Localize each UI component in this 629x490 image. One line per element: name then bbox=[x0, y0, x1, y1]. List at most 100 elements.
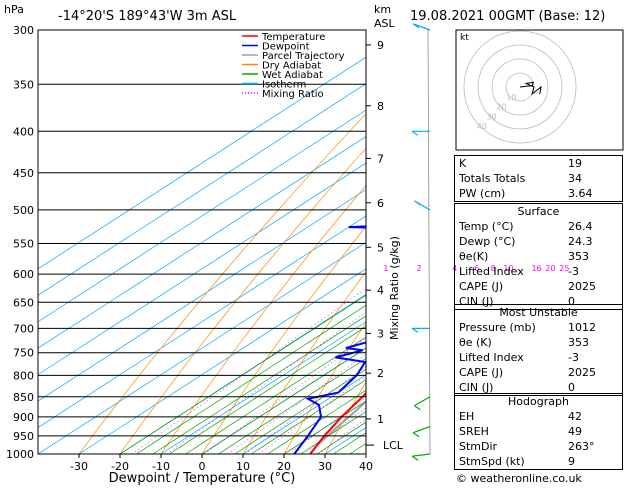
hodograph-stat-label: SREH bbox=[459, 425, 489, 438]
surface-label: Temp (°C) bbox=[459, 220, 514, 233]
index-row: Totals Totals 34 bbox=[455, 171, 622, 186]
surface-value: 24.3 bbox=[568, 235, 593, 248]
most-unstable-box: Most Unstable Pressure (mb) 1012 θe (K) 353… bbox=[454, 304, 623, 396]
legend-entry: Mixing Ratio bbox=[262, 89, 324, 100]
copyright-footer: © weatheronline.co.uk bbox=[456, 472, 582, 485]
wind-barb-flag bbox=[411, 455, 419, 461]
isotherm-line bbox=[38, 136, 366, 349]
legend-entry: Wet Adiabat bbox=[262, 70, 323, 81]
pressure-tick-label: 1000 bbox=[6, 448, 34, 461]
wind-barb-flag bbox=[411, 327, 419, 333]
isotherm-line bbox=[38, 109, 366, 323]
surface-label: Dewp (°C) bbox=[459, 235, 516, 248]
isotherm-line bbox=[38, 56, 366, 270]
x-tick-label: -30 bbox=[70, 460, 88, 473]
unstable-label: θe (K) bbox=[459, 336, 492, 349]
wind-barb-flag bbox=[411, 130, 419, 136]
surface-label: Lifted Index bbox=[459, 265, 524, 278]
x-tick-label: 40 bbox=[359, 460, 373, 473]
isotherm-line bbox=[242, 374, 366, 454]
index-label: K bbox=[459, 157, 467, 170]
surface-row: θe(K) 353 bbox=[455, 249, 622, 264]
surface-value: 0 bbox=[568, 295, 575, 308]
pressure-tick-label: 800 bbox=[13, 369, 34, 382]
wind-barb bbox=[412, 425, 431, 434]
hodograph-stat-value: 9 bbox=[568, 455, 575, 468]
legend-entry: Isotherm bbox=[262, 80, 306, 91]
index-label: PW (cm) bbox=[459, 187, 506, 200]
mixing-ratio-line bbox=[303, 407, 366, 454]
hodograph-frame bbox=[455, 29, 624, 151]
x-tick-label: 10 bbox=[236, 460, 250, 473]
wet-adiabat-line bbox=[169, 326, 366, 454]
hodograph-stat-row: EH 42 bbox=[455, 409, 622, 424]
hodograph-stat-value: 263° bbox=[568, 440, 595, 453]
isotherm-line bbox=[38, 83, 366, 296]
isotherm-line bbox=[38, 241, 366, 454]
wind-barb-flag bbox=[412, 23, 420, 29]
unstable-value: 1012 bbox=[568, 321, 596, 334]
isotherm-line bbox=[160, 321, 366, 454]
index-value: 3.64 bbox=[568, 187, 593, 200]
pressure-tick-label: 850 bbox=[13, 391, 34, 404]
unstable-row: θe (K) 353 bbox=[455, 335, 622, 350]
wet-adiabat-line bbox=[251, 379, 366, 454]
x-tick-label: 30 bbox=[318, 460, 332, 473]
isotherm-line bbox=[78, 268, 366, 454]
dry-adiabat-line bbox=[283, 322, 366, 454]
hodograph-ring bbox=[463, 30, 577, 144]
unstable-value: 2025 bbox=[568, 366, 596, 379]
surface-title: Surface bbox=[517, 205, 560, 218]
location-title: -14°20'S 189°43'W 3m ASL bbox=[58, 9, 237, 24]
unstable-label: CAPE (J) bbox=[459, 366, 504, 379]
pressure-tick-label: 750 bbox=[13, 347, 34, 360]
hodograph-stat-value: 49 bbox=[568, 425, 582, 438]
wet-adiabat-line bbox=[185, 336, 366, 454]
unstable-value: 0 bbox=[568, 381, 575, 394]
wet-adiabat-line bbox=[136, 304, 366, 454]
wet-adiabat-line bbox=[283, 400, 366, 454]
hodograph-stat-row: StmSpd (kt) 9 bbox=[455, 454, 622, 469]
x-tick-label: 20 bbox=[277, 460, 291, 473]
index-label: Totals Totals bbox=[459, 172, 526, 185]
hodograph-stat-row: SREH 49 bbox=[455, 424, 622, 439]
index-row: K 19 bbox=[455, 156, 622, 171]
surface-row: Temp (°C) 26.4 bbox=[455, 219, 622, 234]
hodograph-ring-label: 20 bbox=[496, 103, 506, 112]
surface-label: θe(K) bbox=[459, 250, 489, 263]
km-tick-label: 7 bbox=[377, 152, 384, 165]
km-unit-label: km bbox=[374, 3, 391, 16]
hodograph-title: Hodograph bbox=[508, 395, 569, 408]
wind-barb bbox=[412, 23, 431, 31]
surface-row: Lifted Index -3 bbox=[455, 264, 622, 279]
x-axis-title: Dewpoint / Temperature (°C) bbox=[109, 471, 296, 486]
index-value: 19 bbox=[568, 157, 582, 170]
pressure-unit-label: hPa bbox=[4, 3, 24, 16]
dewpoint-line bbox=[293, 225, 366, 454]
datetime-title: 19.08.2021 00GMT (Base: 12) bbox=[410, 9, 605, 24]
pressure-tick-label: 650 bbox=[13, 296, 34, 309]
wind-barb-flag bbox=[414, 200, 421, 206]
mixing-ratio-line bbox=[227, 353, 366, 454]
surface-value: 26.4 bbox=[568, 220, 593, 233]
hodograph-ring-label: 30 bbox=[487, 112, 497, 121]
legend-entry: Temperature bbox=[261, 32, 325, 43]
wet-adiabat-line bbox=[234, 368, 366, 454]
surface-box: Surface Temp (°C) 26.4 Dewp (°C) 24.3 θe(K) 3… bbox=[454, 203, 623, 310]
hodograph-ring-label: 10 bbox=[506, 93, 516, 102]
hodograph-trace bbox=[519, 81, 542, 96]
pressure-tick-label: 600 bbox=[13, 268, 34, 281]
km-tick-label: 3 bbox=[377, 327, 384, 340]
unstable-row: Lifted Index -3 bbox=[455, 350, 622, 365]
pressure-tick-label: 300 bbox=[13, 24, 34, 37]
barb-axis-line bbox=[427, 29, 431, 455]
hodograph-stat-row: StmDir 263° bbox=[455, 439, 622, 454]
surface-value: -3 bbox=[568, 265, 579, 278]
parcel-trajectory-line bbox=[309, 400, 366, 454]
km-tick-label: 9 bbox=[377, 39, 384, 52]
hodograph-box: Hodograph EH 42 SREH 49 StmDir 263° StmSpd (kt… bbox=[454, 393, 623, 470]
pressure-tick-label: 400 bbox=[13, 125, 34, 138]
surface-value: 2025 bbox=[568, 280, 596, 293]
